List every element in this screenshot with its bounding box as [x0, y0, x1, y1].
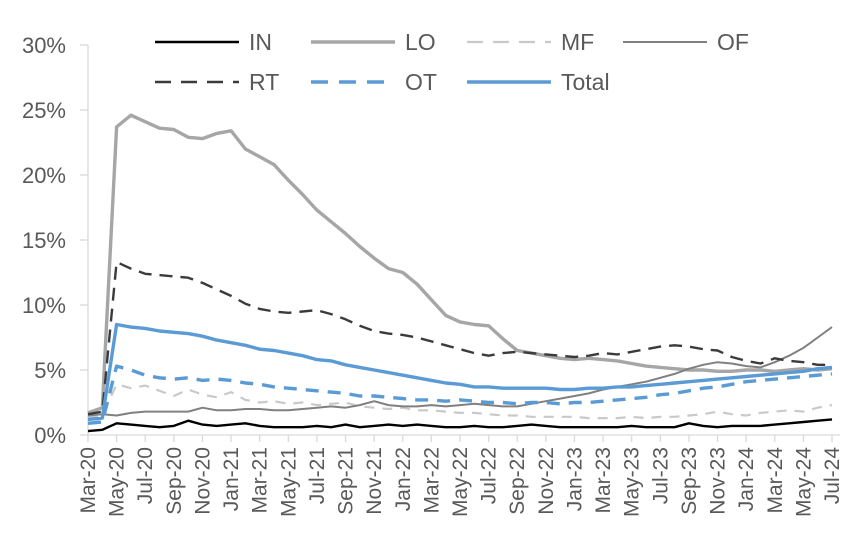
x-tick-label: Jan-24: [735, 447, 758, 512]
legend-row: RT OT Total: [155, 62, 779, 102]
legend: IN LO MF OF RT OT Total: [155, 22, 779, 102]
legend-item-Total: Total: [467, 68, 623, 95]
legend-item-OF: OF: [623, 28, 779, 55]
legend-line-sample-Total: [467, 80, 551, 84]
x-tick-label: Sep-22: [506, 447, 529, 515]
x-tick-label: Jan-22: [392, 447, 415, 511]
series-line-OF: [87, 326, 833, 417]
legend-label-RT: RT: [249, 68, 280, 95]
legend-label-OT: OT: [405, 68, 437, 95]
x-tick-label: May-24: [792, 447, 815, 517]
x-tick-label: Jul-20: [134, 447, 157, 504]
x-tick-label: May-23: [621, 447, 644, 517]
legend-item-MF: MF: [467, 28, 623, 55]
x-tick-label: Jan-23: [563, 447, 586, 511]
x-tick-label: Nov-21: [363, 447, 386, 515]
x-tick-label: Sep-21: [335, 447, 358, 515]
legend-label-LO: LO: [405, 28, 436, 55]
y-tick-label: 5%: [34, 358, 66, 383]
legend-label-Total: Total: [561, 68, 610, 95]
legend-line-sample-RT: [155, 80, 239, 84]
x-tick-label: Mar-22: [420, 447, 443, 514]
x-tick-label: May-21: [277, 447, 300, 517]
x-tick-label: Nov-20: [191, 447, 214, 515]
series-line-RT: [87, 260, 832, 416]
legend-line-sample-IN: [155, 40, 239, 44]
legend-row: IN LO MF OF: [155, 22, 779, 62]
y-tick-label: 25%: [22, 98, 66, 123]
series-line-OT: [87, 364, 833, 425]
legend-item-RT: RT: [155, 68, 311, 95]
x-tick-label: Nov-23: [707, 447, 730, 515]
legend-line-sample-OF: [623, 41, 707, 43]
y-tick-label: 0%: [34, 423, 66, 448]
x-tick-label: Nov-22: [535, 447, 558, 515]
legend-item-LO: LO: [311, 28, 467, 55]
x-tick-label: May-20: [106, 447, 129, 517]
series-line-Total: [87, 322, 833, 422]
x-tick-label: Sep-23: [678, 447, 701, 515]
legend-label-IN: IN: [249, 28, 272, 55]
series-line-LO: [87, 113, 833, 415]
legend-label-MF: MF: [561, 28, 595, 55]
x-tick-label: Jul-22: [478, 447, 501, 504]
legend-line-sample-OT: [311, 80, 395, 84]
series-line-MF: [87, 383, 833, 420]
x-tick-label: Mar-24: [764, 447, 787, 514]
y-tick-label: 20%: [22, 163, 66, 188]
y-tick-label: 10%: [22, 293, 66, 318]
legend-label-OF: OF: [717, 28, 749, 55]
x-tick-label: May-22: [449, 447, 472, 517]
x-tick-label: Mar-23: [592, 447, 615, 514]
legend-line-sample-MF: [467, 40, 551, 44]
x-tick-label: Jul-21: [306, 447, 329, 504]
x-tick-label: Jul-24: [821, 447, 844, 505]
x-tick-label: Jul-23: [649, 447, 672, 504]
y-tick-label: 30%: [22, 33, 66, 58]
legend-line-sample-LO: [311, 40, 395, 44]
series-line-IN: [87, 418, 833, 433]
x-tick-label: Jan-21: [220, 447, 243, 511]
x-tick-label: Mar-20: [77, 447, 100, 514]
legend-item-OT: OT: [311, 68, 467, 95]
x-tick-label: Mar-21: [249, 447, 272, 514]
y-tick-label: 15%: [22, 228, 66, 253]
legend-item-IN: IN: [155, 28, 311, 55]
x-tick-label: Sep-20: [163, 447, 186, 515]
